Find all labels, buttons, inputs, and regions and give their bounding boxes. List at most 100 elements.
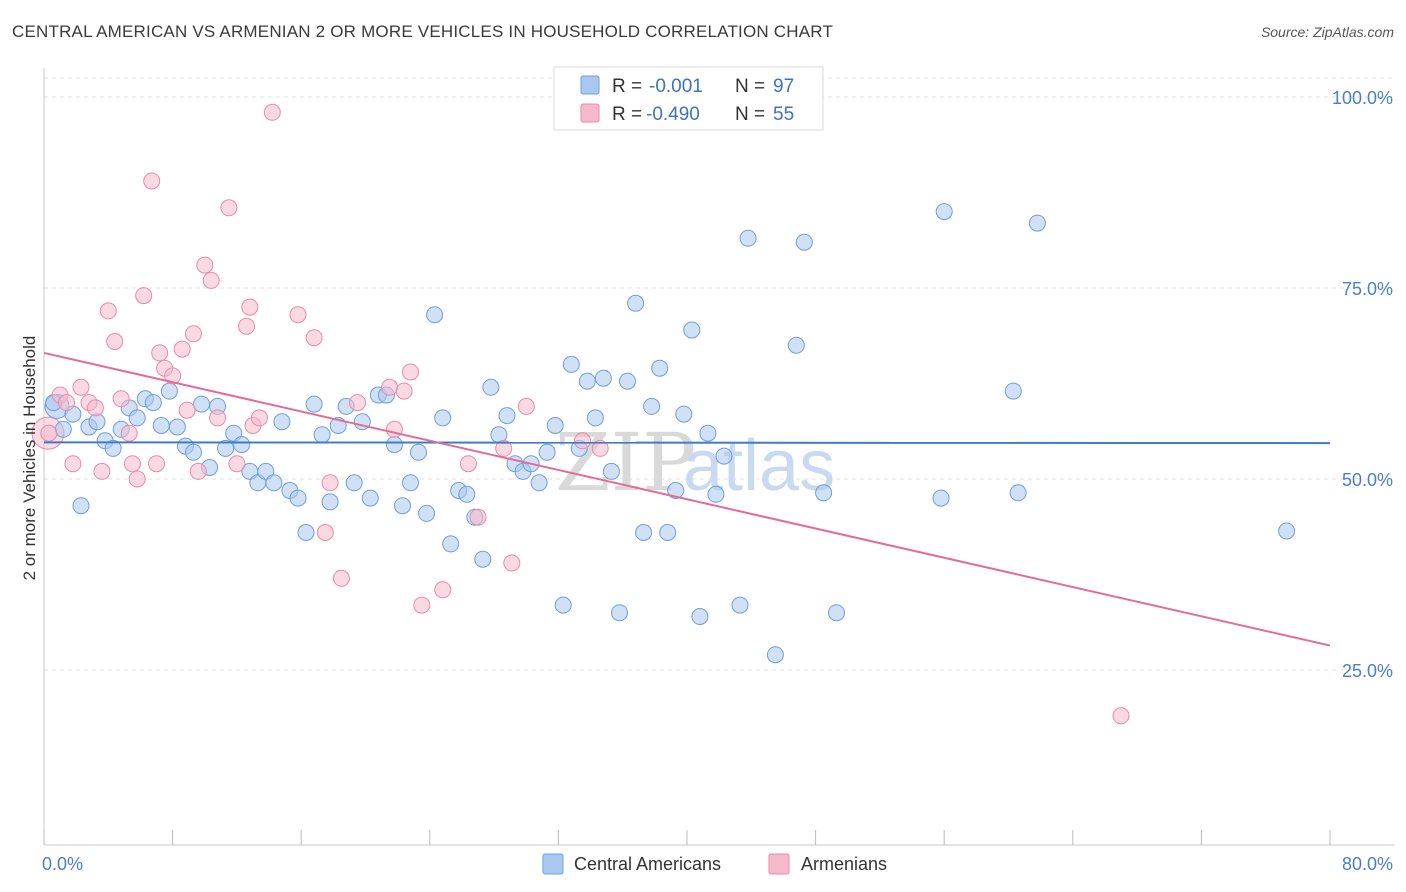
- data-point-central: [152, 417, 170, 434]
- data-point-central: [602, 462, 620, 480]
- data-point-central: [691, 608, 709, 625]
- data-point-central: [1004, 382, 1022, 400]
- data-point-armenian: [228, 455, 246, 473]
- data-point-central: [739, 229, 757, 247]
- data-point-central: [498, 407, 516, 425]
- chart-title: CENTRAL AMERICAN VS ARMENIAN 2 OR MORE V…: [12, 22, 834, 41]
- data-point-armenian: [99, 302, 117, 320]
- data-point-central: [932, 489, 950, 507]
- data-point-armenian: [316, 524, 334, 541]
- y-tick-label: 100.0%: [1332, 88, 1393, 108]
- x-tick-label: 80.0%: [1342, 854, 1393, 874]
- data-point-central: [627, 294, 645, 312]
- data-point-armenian: [381, 378, 399, 396]
- data-point-central: [546, 417, 564, 434]
- data-point-central: [643, 397, 661, 415]
- data-point-central: [168, 418, 186, 436]
- data-point-central: [1278, 522, 1296, 540]
- data-point-armenian: [241, 298, 259, 316]
- data-point-central: [731, 596, 749, 614]
- data-point-armenian: [64, 455, 82, 473]
- tick-labels: 25.0% 50.0% 75.0% 100.0% 0.0% 80.0%: [42, 88, 1393, 874]
- data-point-armenian: [574, 432, 591, 450]
- legend-n-label: N =: [735, 104, 765, 125]
- data-point-central: [442, 535, 460, 553]
- legend-n-armenian: 55: [773, 104, 794, 125]
- data-point-central: [766, 646, 784, 664]
- data-point-armenian: [40, 424, 58, 442]
- data-point-central: [586, 409, 604, 427]
- data-point-armenian: [250, 409, 268, 427]
- data-point-central: [707, 485, 725, 503]
- data-point-armenian: [238, 317, 255, 335]
- y-tick-label: 25.0%: [1342, 661, 1393, 681]
- data-point-central: [160, 382, 178, 400]
- bottom-legend-armenian: Armenians: [801, 854, 887, 874]
- data-point-central: [482, 378, 500, 396]
- data-point-armenian: [58, 394, 75, 412]
- data-point-armenian: [321, 474, 339, 492]
- data-point-armenian: [112, 390, 130, 408]
- data-point-central: [313, 426, 331, 444]
- data-point-armenian: [495, 439, 513, 457]
- x-tick-label: 0.0%: [42, 854, 83, 874]
- data-point-central: [715, 447, 733, 465]
- data-point-central: [426, 306, 444, 324]
- legend-n-label: N =: [735, 76, 765, 97]
- y-tick-label: 50.0%: [1342, 470, 1393, 490]
- data-point-central: [667, 482, 685, 499]
- bottom-swatch-central: [542, 853, 564, 875]
- data-point-armenian: [128, 470, 146, 488]
- data-point-central: [402, 474, 419, 492]
- data-point-armenian: [143, 172, 161, 190]
- data-point-armenian: [93, 462, 111, 480]
- legend-r-label: R =: [612, 104, 642, 125]
- data-point-armenian: [173, 340, 191, 358]
- data-point-central: [185, 443, 202, 461]
- data-point-central: [659, 524, 677, 541]
- data-point-central: [72, 497, 90, 515]
- data-point-armenian: [517, 397, 535, 415]
- data-point-central: [458, 485, 476, 503]
- data-point-armenian: [202, 271, 220, 289]
- watermark: ZIP atlas: [555, 416, 835, 509]
- trend-line-armenian: [43, 351, 1331, 647]
- data-point-central: [530, 474, 548, 492]
- data-point-central: [104, 439, 122, 457]
- data-point-armenian: [289, 306, 307, 324]
- data-point-armenian: [148, 455, 165, 473]
- data-point-armenian: [189, 462, 207, 480]
- data-point-armenian: [123, 455, 141, 473]
- legend-n-central: 97: [773, 76, 794, 97]
- source-label: Source: ZipAtlas.com: [1260, 24, 1394, 40]
- data-point-central: [273, 413, 291, 431]
- data-point-armenian: [164, 367, 182, 385]
- data-point-central: [434, 409, 452, 427]
- data-point-central: [144, 394, 162, 412]
- y-axis-title: 2 or more Vehicles in Household: [20, 336, 39, 581]
- data-point-central: [635, 524, 653, 541]
- data-point-central: [699, 424, 717, 442]
- trend-layer: [43, 351, 1331, 647]
- data-point-central: [578, 372, 596, 390]
- data-point-central: [1028, 214, 1046, 232]
- legend-swatch-central: [580, 75, 600, 95]
- data-point-central: [619, 372, 636, 390]
- data-point-central: [675, 405, 693, 423]
- data-point-armenian: [72, 378, 90, 396]
- data-point-central: [321, 493, 339, 511]
- axes: [43, 68, 1395, 846]
- data-point-central: [233, 436, 251, 454]
- data-point-armenian: [469, 508, 487, 526]
- legend-r-central: -0.001: [649, 76, 703, 97]
- data-point-armenian: [349, 394, 366, 412]
- data-point-central: [651, 359, 669, 377]
- data-point-armenian: [395, 382, 413, 400]
- data-point-central: [538, 443, 556, 461]
- data-point-central: [935, 203, 953, 221]
- data-point-armenian: [413, 596, 431, 614]
- data-point-central: [787, 336, 805, 354]
- data-point-central: [611, 604, 628, 622]
- data-point-armenian: [503, 554, 521, 572]
